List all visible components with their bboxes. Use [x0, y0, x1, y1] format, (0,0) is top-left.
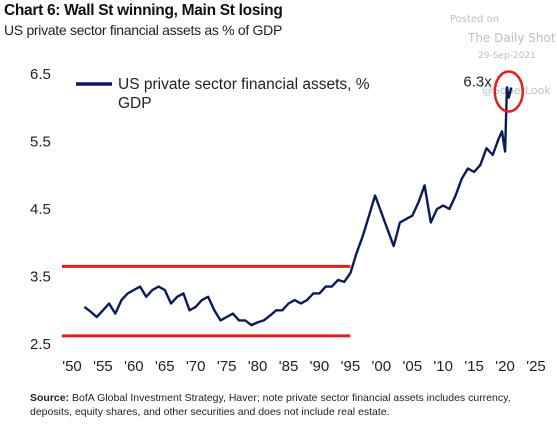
x-tick-label: '55: [93, 358, 113, 375]
watermark-posted: Posted on: [450, 14, 500, 25]
x-tick-label: '60: [124, 358, 144, 375]
x-tick-label: '90: [310, 358, 330, 375]
y-tick-label: 6.5: [30, 66, 51, 83]
watermark-date: 29-Sep-2021: [478, 51, 536, 61]
chart-subtitle: US private sector financial assets as % …: [4, 22, 282, 38]
x-tick-label: '80: [248, 358, 268, 375]
watermark-handle: @SoberLook: [482, 84, 551, 97]
source-label: Source:: [30, 392, 70, 404]
source-note: Source: BofA Global Investment Strategy,…: [30, 391, 550, 419]
x-tick-label: '85: [279, 358, 299, 375]
y-tick-label: 3.5: [30, 269, 51, 286]
annotation-circle: [493, 70, 525, 113]
source-text: BofA Global Investment Strategy, Haver; …: [30, 392, 511, 418]
x-tick-label: '25: [526, 358, 546, 375]
series-line: [83, 86, 513, 327]
legend-label: US private sector financial assets, %: [118, 76, 370, 93]
y-tick-label: 4.5: [30, 201, 51, 218]
x-tick-label: '10: [433, 358, 453, 375]
x-tick-label: '65: [155, 358, 175, 375]
x-tick-label: '50: [62, 358, 82, 375]
x-tick-label: '00: [372, 358, 392, 375]
x-tick-label: '20: [495, 358, 515, 375]
legend-label: GDP: [118, 95, 152, 112]
x-tick-label: '75: [217, 358, 237, 375]
y-tick-label: 5.5: [30, 134, 51, 151]
watermark-brand: The Daily Shot: [468, 31, 556, 45]
x-tick-label: '95: [341, 358, 361, 375]
x-tick-label: '05: [402, 358, 422, 375]
x-tick-label: '15: [464, 358, 484, 375]
y-tick-label: 2.5: [30, 336, 51, 353]
annotation-label: 6.3x: [463, 74, 492, 91]
chart-title: Chart 6: Wall St winning, Main St losing: [4, 2, 283, 19]
x-tick-label: '70: [186, 358, 206, 375]
